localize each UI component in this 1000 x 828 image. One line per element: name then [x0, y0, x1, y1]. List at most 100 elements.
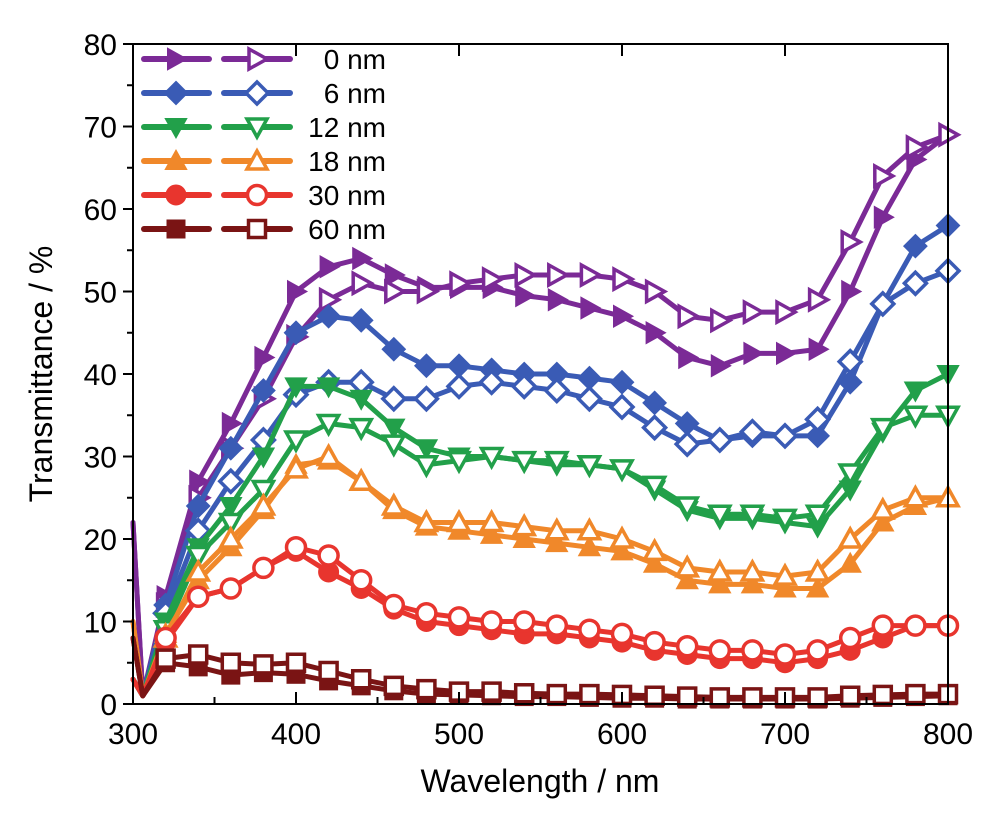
data-point [510, 372, 538, 400]
data-point [706, 426, 734, 454]
data-point [642, 390, 668, 416]
data-point [189, 469, 211, 493]
data-point [413, 508, 440, 533]
legend-marker-hollow [246, 218, 268, 240]
legend-item: 0 nm [141, 44, 386, 75]
series-6nm-hollow [130, 257, 962, 699]
data-point [515, 283, 537, 308]
data-point [384, 278, 408, 305]
data-point [154, 626, 177, 650]
data-point [773, 576, 797, 598]
data-point [380, 434, 407, 458]
legend-marker-hollow [244, 147, 270, 171]
data-point [545, 531, 569, 553]
data-point [543, 450, 570, 475]
data-point [318, 286, 343, 313]
legend-marker-hollow [245, 183, 269, 207]
data-point [155, 648, 176, 669]
data-point [742, 299, 767, 326]
data-point [315, 413, 342, 438]
data-point [642, 551, 667, 573]
data-point [351, 270, 375, 297]
data-point [840, 229, 864, 255]
data-point [382, 418, 406, 440]
data-point [873, 163, 897, 189]
x-tick-label: 400 [271, 718, 321, 751]
legend-marker-filled [163, 80, 189, 106]
data-point [480, 610, 503, 633]
data-point [902, 233, 928, 259]
data-point [807, 286, 832, 313]
data-point [545, 614, 569, 637]
data-point [612, 266, 636, 293]
data-point [641, 537, 668, 562]
data-point [283, 320, 309, 346]
data-point [901, 269, 929, 297]
data-point [902, 405, 929, 429]
legend-marker-filled [167, 47, 189, 71]
data-point [315, 442, 342, 467]
data-point [609, 459, 635, 483]
data-point [838, 551, 862, 573]
data-point [576, 517, 603, 541]
legend-marker-hollow [247, 46, 271, 72]
data-point [287, 279, 309, 304]
data-point [185, 493, 211, 519]
data-point [903, 381, 928, 403]
data-point [381, 336, 407, 362]
data-point [416, 678, 437, 700]
data-point [775, 299, 799, 326]
data-point [873, 205, 895, 229]
data-point [447, 606, 471, 629]
legend-label: 12 nm [308, 112, 386, 143]
data-point [543, 377, 571, 404]
y-tick-label: 30 [84, 442, 117, 475]
x-tick-label: 300 [108, 718, 158, 751]
x-tick-label: 500 [434, 718, 484, 751]
data-point [740, 572, 765, 594]
data-point [219, 497, 243, 519]
y-tick-label: 0 [100, 689, 117, 722]
data-point [512, 526, 536, 548]
data-point [512, 610, 536, 633]
data-point [446, 450, 472, 475]
data-point [838, 626, 862, 650]
data-point [546, 683, 568, 705]
data-point [905, 134, 930, 161]
data-point [871, 614, 895, 637]
data-point [218, 435, 244, 461]
data-point [250, 378, 276, 403]
data-point [318, 660, 339, 682]
data-point [739, 504, 766, 528]
data-point [706, 504, 733, 528]
data-point [709, 687, 731, 708]
y-tick-label: 60 [84, 194, 117, 227]
data-point [187, 644, 209, 665]
data-point [579, 262, 604, 288]
data-point [771, 422, 799, 450]
series-60nm-hollow [130, 635, 959, 708]
data-point [349, 389, 373, 411]
data-point [710, 354, 732, 378]
data-point [805, 423, 831, 449]
x-axis-title: Wavelength / nm [421, 763, 660, 799]
data-point [412, 385, 440, 413]
data-point [217, 512, 244, 537]
data-point [772, 508, 798, 532]
data-point [349, 569, 373, 592]
data-point [481, 681, 502, 702]
data-point [807, 687, 828, 708]
data-point [481, 266, 506, 293]
legend-marker-filled [165, 184, 187, 206]
legend-item: 18 nm [141, 146, 386, 177]
data-point [352, 246, 374, 271]
legend-item: 30 nm [141, 180, 386, 211]
data-point [250, 479, 277, 504]
data-point [380, 385, 408, 413]
data-point [217, 467, 245, 495]
data-point [869, 417, 896, 442]
y-tick-label: 20 [84, 524, 117, 557]
data-point [641, 475, 668, 499]
data-point [741, 639, 764, 662]
